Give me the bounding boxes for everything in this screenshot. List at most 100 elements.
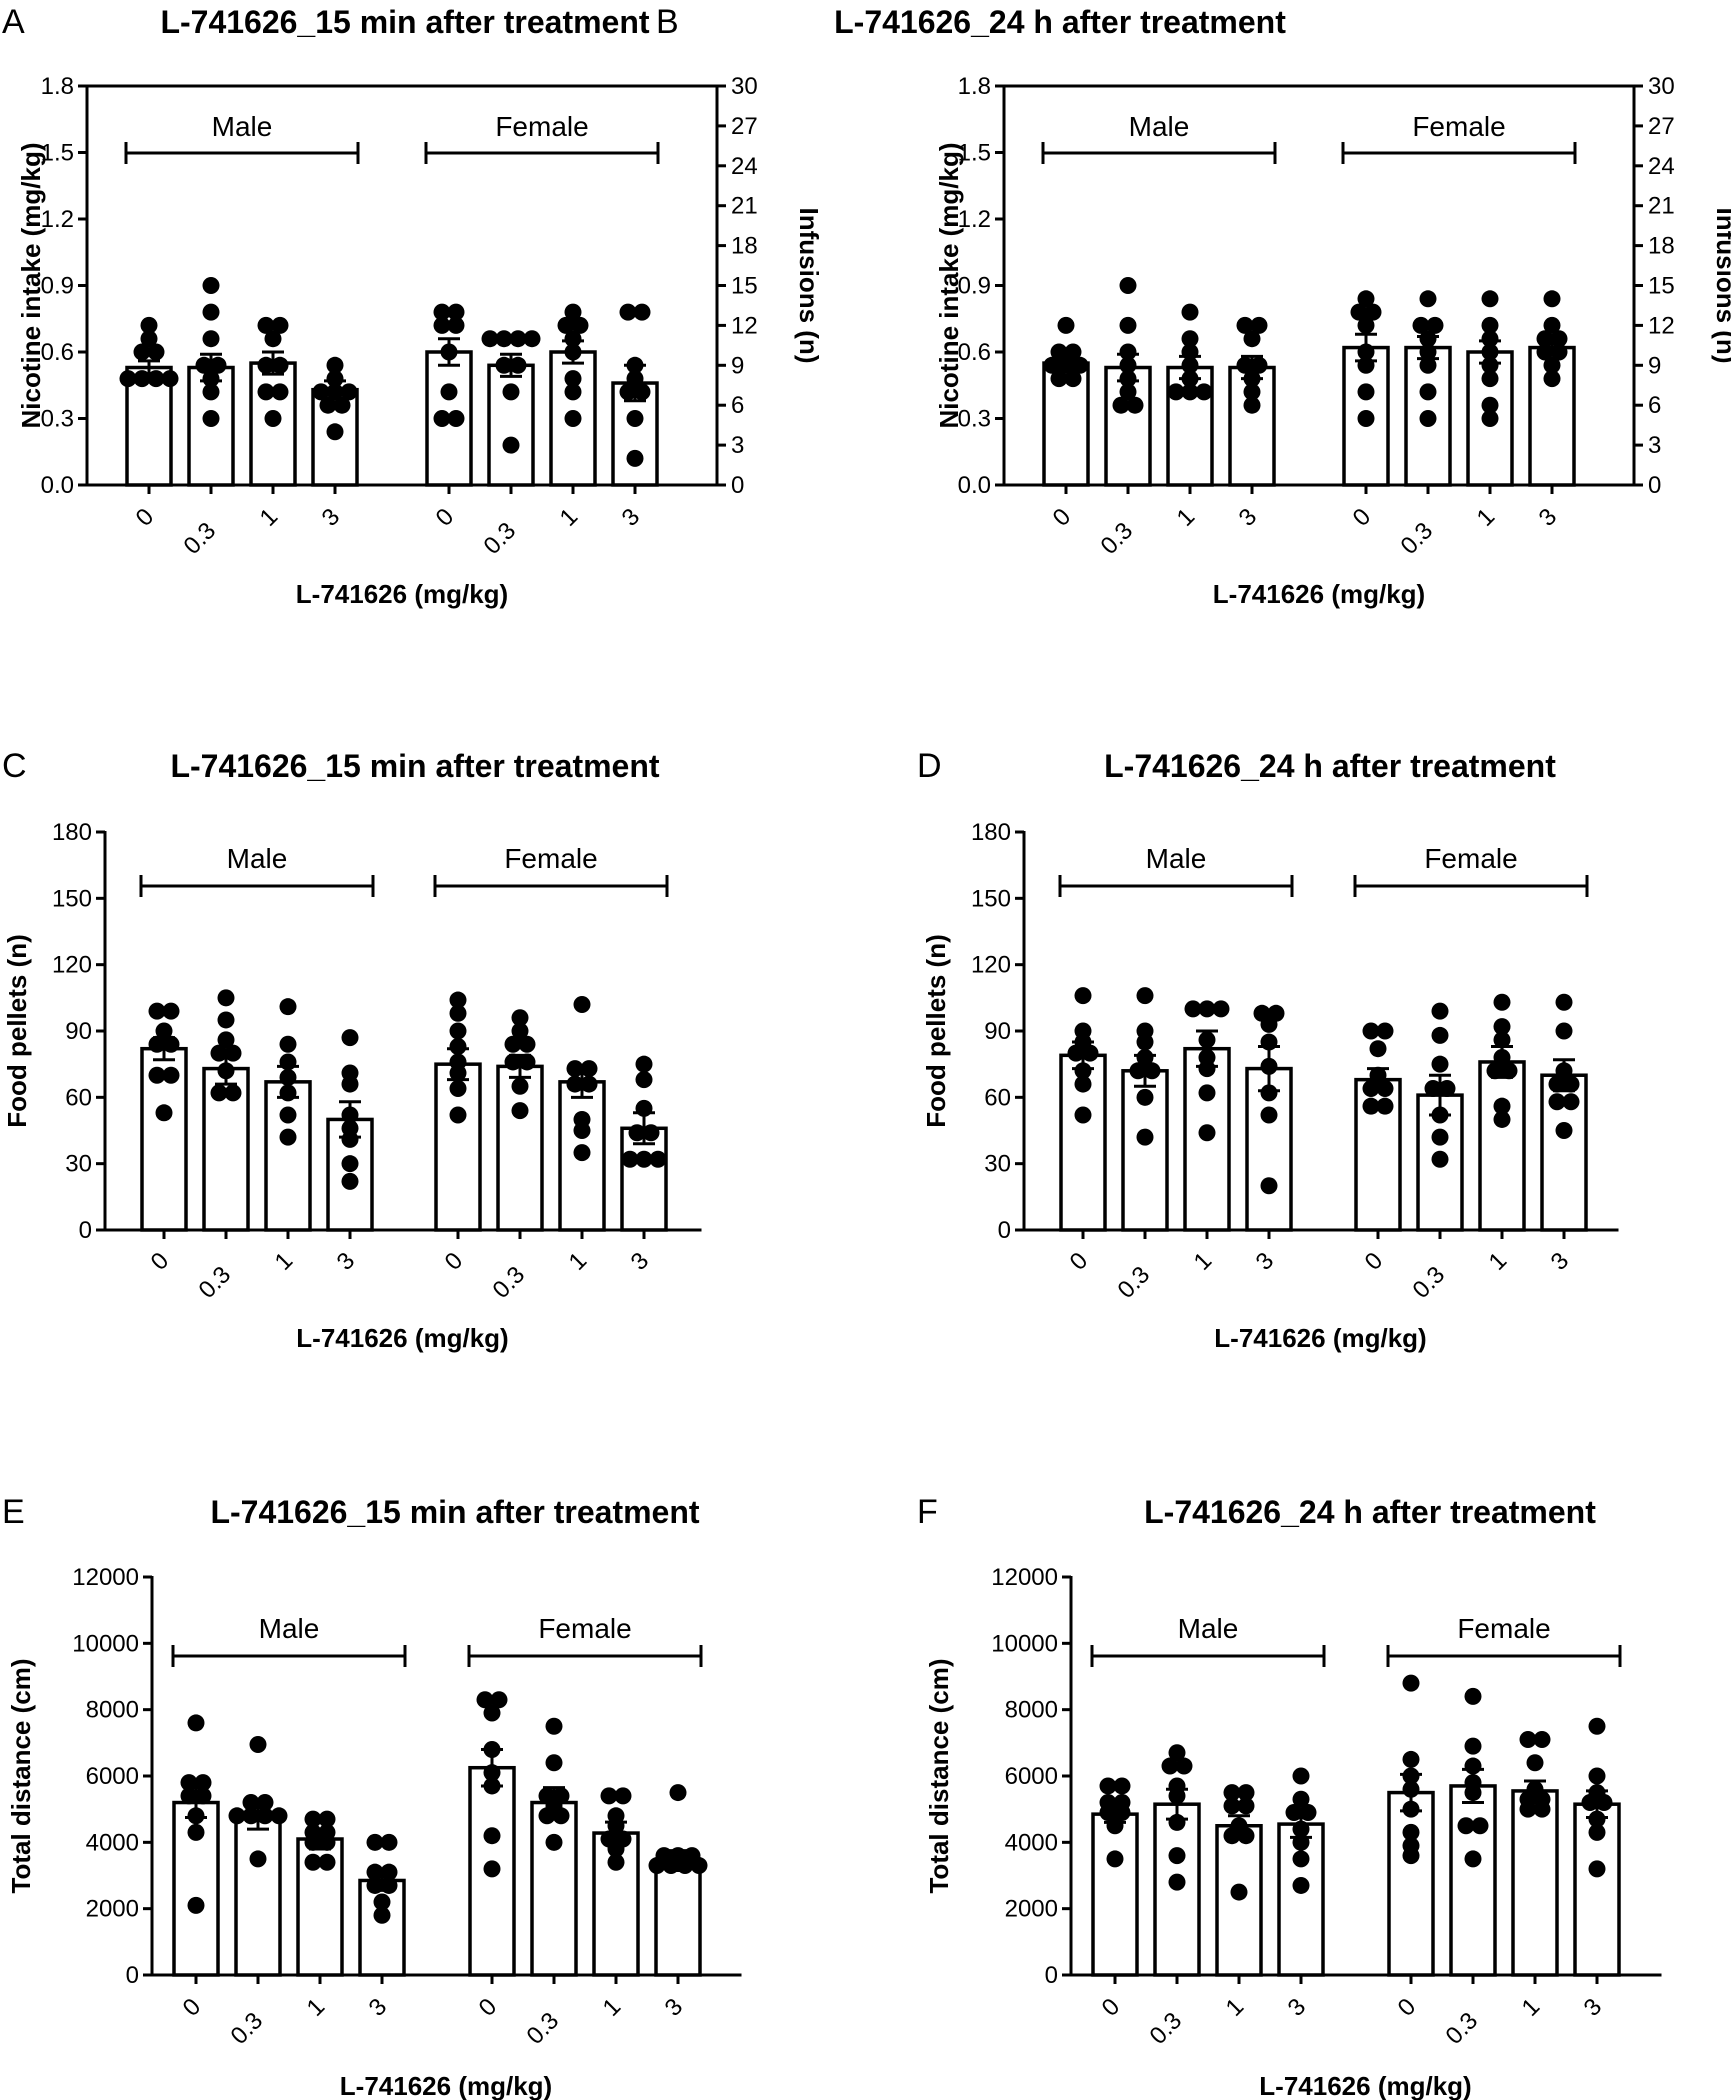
data-point: [271, 356, 289, 374]
data-point: [1412, 316, 1430, 334]
data-point: [1562, 1075, 1580, 1093]
data-point: [1136, 987, 1154, 1005]
x-tick-label: 3: [332, 1247, 361, 1276]
data-point: [380, 1833, 398, 1851]
x-tick-label: 0.3: [488, 1261, 531, 1304]
y-tick-label: 0: [998, 1217, 1011, 1244]
y-tick-label: 60: [65, 1084, 92, 1111]
y2-tick-label: 9: [731, 352, 744, 379]
group-bracket-female: [1341, 142, 1577, 164]
y2-tick-label: 30: [731, 73, 758, 100]
data-point: [1236, 316, 1254, 334]
data-point: [440, 383, 458, 401]
data-point: [209, 356, 227, 374]
data-point: [373, 1906, 391, 1924]
group-label-male: Male: [259, 1613, 320, 1644]
data-point: [649, 1150, 667, 1168]
data-point: [187, 1714, 205, 1732]
y-axis-label: Nicotine intake (mg/kg): [934, 142, 964, 428]
data-point: [509, 356, 527, 374]
data-point: [1548, 1093, 1566, 1111]
data-point: [1431, 1106, 1449, 1124]
data-point: [564, 330, 582, 348]
y2-tick-label: 30: [1648, 73, 1675, 100]
data-point: [140, 316, 158, 334]
data-point: [304, 1833, 322, 1851]
group-bracket-female: [1353, 875, 1589, 897]
y-tick-label: 0.3: [41, 406, 74, 433]
data-point: [580, 1060, 598, 1078]
x-axis-label: L-741626 (mg/kg): [296, 579, 508, 609]
data-point: [279, 998, 297, 1016]
data-point: [264, 330, 282, 348]
y-tick-label: 0: [79, 1217, 92, 1244]
data-point: [162, 1035, 180, 1053]
y2-tick-label: 6: [731, 392, 744, 419]
data-point: [1493, 1049, 1511, 1067]
group-label-male: Male: [1146, 843, 1207, 874]
y-tick-label: 0.9: [41, 273, 74, 300]
data-point: [1074, 1106, 1092, 1124]
y-tick-label: 2000: [1005, 1896, 1058, 1923]
panel-letter: A: [2, 3, 25, 41]
y2-tick-label: 18: [1648, 233, 1675, 260]
data-point: [217, 1031, 235, 1049]
data-point: [518, 1053, 536, 1071]
data-point: [119, 370, 137, 388]
data-point: [511, 1022, 529, 1040]
y-axis-label: Nicotine intake (mg/kg): [16, 142, 46, 428]
data-point: [1161, 1757, 1179, 1775]
data-point: [147, 370, 165, 388]
data-point: [1223, 1784, 1241, 1802]
group-label-female: Female: [1457, 1613, 1550, 1644]
data-point: [279, 1068, 297, 1086]
x-tick-label: 1: [1472, 503, 1501, 532]
data-point: [1292, 1850, 1310, 1868]
data-point: [449, 1079, 467, 1097]
data-point: [564, 343, 582, 361]
data-point: [1050, 343, 1068, 361]
y-tick-label: 0.0: [41, 472, 74, 499]
data-point: [133, 370, 151, 388]
data-point: [1074, 987, 1092, 1005]
chart-title: L-741626_24 h after treatment: [834, 4, 1286, 40]
data-point: [566, 1060, 584, 1078]
x-tick-label: 1: [270, 1247, 299, 1276]
data-point: [1237, 1797, 1255, 1815]
panel-letter: F: [917, 1493, 938, 1531]
y-axis-label: Food pellets (n): [2, 934, 32, 1128]
data-point: [1543, 316, 1561, 334]
y-tick-label: 30: [65, 1151, 92, 1178]
data-point: [566, 1075, 584, 1093]
data-point: [1543, 370, 1561, 388]
data-point: [1292, 1876, 1310, 1894]
data-point: [1481, 370, 1499, 388]
y-tick-label: 6000: [86, 1763, 139, 1790]
data-point: [511, 1077, 529, 1095]
data-point: [1457, 1817, 1475, 1835]
data-point: [1595, 1794, 1613, 1812]
x-tick-label: 0: [1360, 1247, 1389, 1276]
data-point: [210, 1084, 228, 1102]
data-point: [242, 1794, 260, 1812]
data-point: [1419, 383, 1437, 401]
data-point: [1426, 316, 1444, 334]
data-point: [271, 383, 289, 401]
data-point: [180, 1787, 198, 1805]
data-point: [1067, 1044, 1085, 1062]
data-point: [1237, 1784, 1255, 1802]
data-point: [279, 1106, 297, 1124]
data-point: [1236, 356, 1254, 374]
data-point: [1419, 356, 1437, 374]
x-tick-label: 3: [617, 503, 646, 532]
data-point: [1064, 343, 1082, 361]
group-label-male: Male: [227, 843, 288, 874]
data-point: [1357, 356, 1375, 374]
data-point: [642, 1124, 660, 1142]
x-tick-label: 0.3: [226, 2007, 269, 2050]
data-point: [1260, 1084, 1278, 1102]
data-point: [1243, 396, 1261, 414]
y-tick-label: 0: [1045, 1962, 1058, 1989]
data-point: [1562, 1093, 1580, 1111]
y2-tick-label: 27: [1648, 113, 1675, 140]
